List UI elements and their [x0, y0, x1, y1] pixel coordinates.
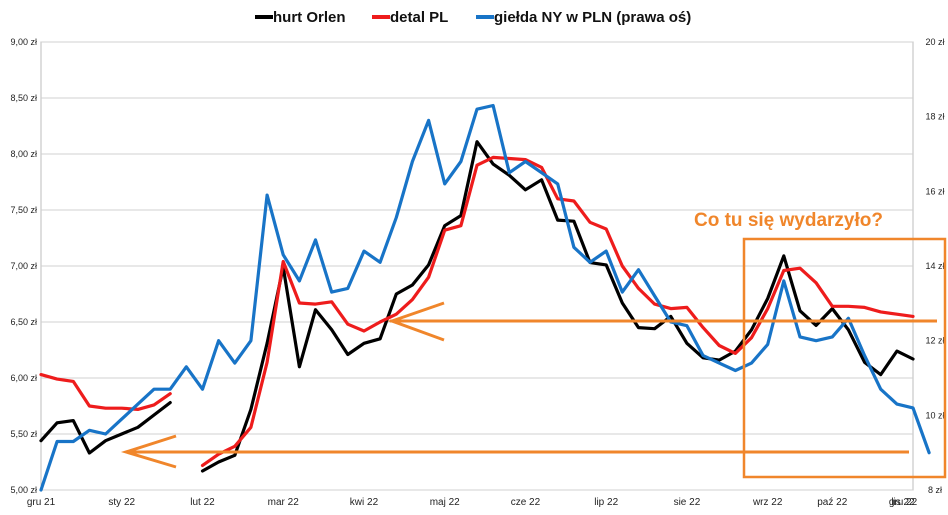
x-axis-tick-label: lip 22 — [594, 497, 618, 508]
series-line-detal — [39, 155, 915, 467]
x-axis-tick-label: lut 22 — [190, 497, 215, 508]
legend-label: hurt Orlen — [273, 9, 346, 26]
x-axis-tick-label: lis 22 — [891, 497, 915, 508]
x-axis-tick-label: kwi 22 — [350, 497, 379, 508]
annotation-text: Co tu się wydarzyło? — [694, 210, 883, 231]
series-line-hurt — [39, 140, 915, 473]
x-axis-tick-label: paź 22 — [817, 497, 847, 508]
x-axis-tick-label: sty 22 — [108, 497, 135, 508]
left-axis-tick-label: 9,00 zł — [10, 37, 37, 47]
annotation-arrowhead-lower — [120, 434, 177, 469]
left-axis-tick-label: 6,00 zł — [10, 373, 37, 383]
left-axis-tick-label: 7,50 zł — [10, 205, 37, 215]
x-axis-tick-label: mar 22 — [268, 497, 300, 508]
annotations: Co tu się wydarzyło? — [120, 210, 947, 479]
annotation-arrowhead-upper — [387, 301, 445, 342]
series-lines — [39, 103, 931, 492]
right-axis-tick-label: 12 zł — [925, 336, 944, 346]
x-axis-tick-label: wrz 22 — [752, 497, 783, 508]
left-axis-tick-label: 5,50 zł — [10, 429, 37, 439]
right-axis-tick-label: 10 zł — [925, 410, 944, 420]
legend-label: giełda NY w PLN (prawa oś) — [494, 9, 691, 26]
x-axis-tick-label: gru 22 — [889, 497, 918, 508]
right-axis-tick-label: 16 zł — [925, 186, 944, 196]
left-axis-tick-label: 8,50 zł — [10, 93, 37, 103]
series-line-giełda — [39, 103, 931, 492]
left-axis-tick-label: 7,00 zł — [10, 261, 37, 271]
right-axis-tick-label: 18 zł — [925, 112, 944, 122]
x-axis-tick-label: sie 22 — [674, 497, 701, 508]
left-axis-tick-label: 8,00 zł — [10, 149, 37, 159]
x-axis-tick-label: maj 22 — [430, 497, 460, 508]
right-axis-tick-label: 14 zł — [925, 261, 944, 271]
right-axis-tick-label: 8 zł — [928, 485, 942, 495]
right-axis-tick-label: 20 zł — [925, 37, 944, 47]
axes: 5,00 zł 5,50 zł 6,00 zł 6,50 zł 7,00 zł 7,50 … — [10, 37, 944, 508]
left-axis-tick-label: 5,00 zł — [10, 485, 37, 495]
x-axis-tick-label: gru 21 — [27, 497, 56, 508]
legend-label: detal PL — [390, 9, 448, 26]
annotation-box — [742, 237, 947, 479]
left-axis-tick-label: 6,50 zł — [10, 317, 37, 327]
legend: hurt Orlen detal PL giełda NY w PLN (prawa… — [255, 9, 691, 26]
x-axis-tick-label: cze 22 — [511, 497, 541, 508]
